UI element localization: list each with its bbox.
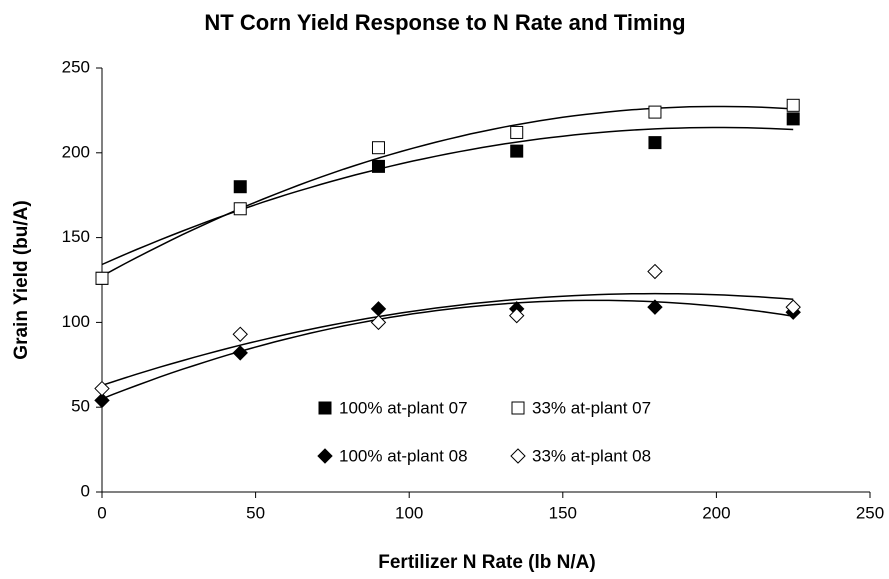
trendline	[101, 299, 794, 400]
marker	[509, 307, 525, 324]
legend-marker	[317, 448, 333, 464]
y-axis-title: Grain Yield (bu/A)	[11, 200, 32, 359]
marker	[232, 345, 248, 361]
chart-title: NT Corn Yield Response to N Rate and Tim…	[204, 10, 685, 35]
trendline	[101, 126, 794, 266]
marker	[786, 112, 800, 126]
legend-label: 100% at-plant 07	[339, 398, 468, 417]
y-tick-label: 250	[62, 57, 90, 76]
marker	[648, 105, 662, 119]
y-tick-label: 50	[71, 397, 90, 416]
marker	[785, 299, 801, 315]
marker	[647, 263, 663, 280]
marker	[648, 136, 662, 150]
x-tick-label: 100	[395, 503, 423, 522]
legend-marker	[510, 448, 526, 464]
marker	[95, 271, 109, 285]
trendline	[101, 292, 794, 387]
marker	[232, 326, 248, 342]
x-tick-label: 250	[856, 503, 884, 522]
y-tick-label: 200	[62, 142, 90, 161]
marker	[370, 314, 387, 331]
marker	[371, 141, 385, 155]
marker	[510, 144, 524, 158]
marker	[233, 180, 247, 194]
y-tick-label: 150	[62, 227, 90, 246]
marker	[94, 392, 110, 409]
y-tick-label: 0	[81, 481, 90, 500]
legend-marker	[318, 401, 332, 415]
marker	[370, 301, 387, 317]
marker	[371, 159, 385, 173]
legend-label: 33% at-plant 08	[532, 446, 651, 465]
x-tick-label: 200	[702, 503, 730, 522]
x-tick-label: 0	[97, 503, 106, 522]
legend-label: 33% at-plant 07	[532, 398, 651, 417]
marker	[786, 98, 800, 112]
marker	[647, 299, 663, 315]
x-tick-label: 150	[549, 503, 577, 522]
marker	[233, 202, 247, 216]
x-tick-label: 50	[246, 503, 265, 522]
legend-label: 100% at-plant 08	[339, 446, 468, 465]
x-axis-title: Fertilizer N Rate (lb N/A)	[378, 552, 595, 573]
y-tick-label: 100	[62, 312, 90, 331]
marker	[510, 125, 524, 139]
marker	[94, 380, 110, 397]
trendline	[101, 105, 794, 277]
legend-marker	[511, 401, 525, 415]
